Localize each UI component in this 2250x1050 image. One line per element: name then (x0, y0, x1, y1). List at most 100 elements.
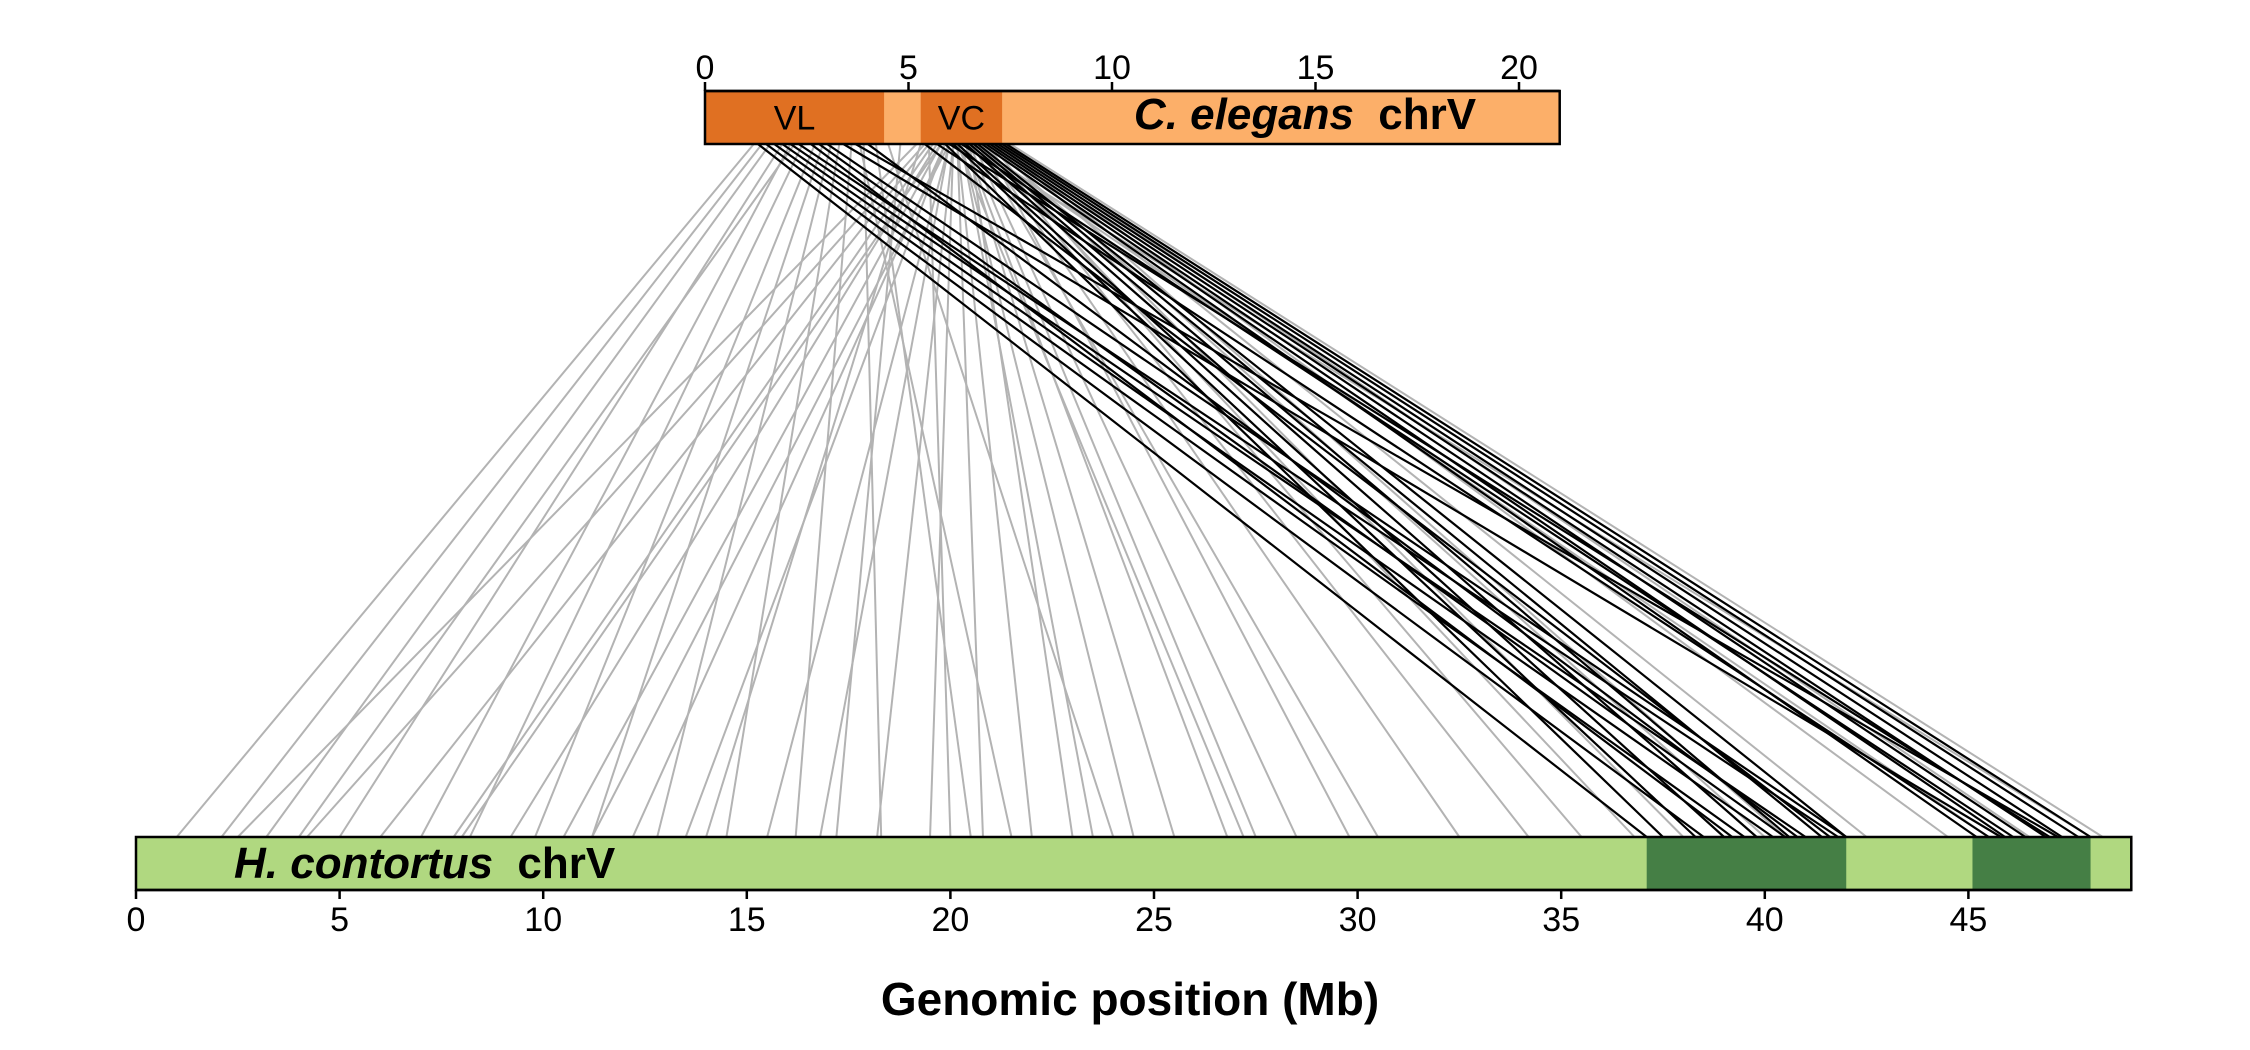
synteny-link (981, 143, 1636, 838)
x-axis-label: Genomic position (Mb) (881, 973, 1379, 1025)
synteny-link (993, 143, 1685, 838)
bottom-chromosome-label: H. contortus chrV (234, 839, 616, 888)
synteny-link (956, 143, 1725, 838)
synteny-link (797, 143, 1839, 838)
synteny-link (989, 143, 2027, 838)
top-chromosome-regions: VL VC (705, 91, 1003, 144)
top-axis-ticks: 0 5 10 15 20 (696, 49, 1538, 91)
synteny-link (964, 143, 1758, 838)
synteny-link (948, 143, 2051, 838)
synteny-link (452, 143, 934, 838)
synteny-link (765, 143, 1705, 838)
bottom-axis-ticks: 0 5 10 15 20 25 30 35 40 45 (127, 890, 1987, 939)
synteny-link (976, 143, 1379, 838)
synteny-link (887, 143, 1115, 838)
synteny-link (818, 143, 1786, 838)
synteny-link (929, 143, 955, 838)
top-region-1 (705, 91, 885, 144)
synteny-link (858, 143, 1013, 838)
top-chrom-name: chrV (1378, 90, 1476, 139)
synteny-link (379, 143, 930, 838)
synteny-link (1001, 143, 1949, 838)
synteny-link (781, 143, 1774, 838)
synteny-link (936, 143, 1990, 838)
synteny-link (924, 143, 1831, 838)
synteny-link (237, 143, 918, 838)
synteny-link (874, 143, 972, 838)
synteny-link (977, 143, 1847, 838)
synteny-link (810, 143, 1733, 838)
synteny-link (631, 143, 947, 838)
bottom-region-1 (1646, 837, 1847, 890)
bottom-tick-label-10: 10 (524, 901, 562, 939)
top-region-label-vc: VC (938, 100, 985, 138)
synteny-link (956, 143, 1245, 838)
synteny-link (980, 143, 1461, 838)
synteny-link (789, 143, 1807, 838)
top-tick-label-5: 5 (899, 49, 918, 87)
bottom-species-name: H. contortus (234, 839, 493, 888)
synteny-link (968, 143, 1790, 838)
synteny-link (1005, 143, 2092, 838)
synteny-link (562, 143, 942, 838)
synteny-link (964, 143, 1176, 838)
link-series-2 (757, 143, 2092, 838)
synteny-links (175, 143, 2104, 838)
synteny-link (826, 143, 1847, 838)
synteny-link (460, 143, 942, 838)
bottom-tick-label-5: 5 (330, 901, 349, 939)
bottom-region-2 (1972, 837, 2091, 890)
top-region-2 (920, 91, 1003, 144)
bottom-tick-label-25: 25 (1135, 901, 1173, 939)
synteny-link (819, 143, 951, 838)
synteny-link (757, 143, 1648, 838)
bottom-tick-label-45: 45 (1949, 901, 1987, 939)
synteny-link (338, 143, 784, 838)
synteny-link (927, 143, 952, 838)
top-chromosome-label: C. elegans chrV (1134, 90, 1477, 139)
bottom-chromosome: 0 5 10 15 20 25 30 35 40 45 H. contortus chrV (127, 835, 2133, 939)
synteny-link (835, 143, 902, 838)
synteny-link (220, 143, 763, 838)
bottom-chrom-name: chrV (517, 839, 615, 888)
synteny-link (997, 143, 2063, 838)
synteny-link (973, 143, 1990, 838)
synteny-link (420, 143, 792, 838)
bottom-tick-label-35: 35 (1542, 901, 1580, 939)
synteny-link (298, 143, 796, 838)
synteny-link (469, 143, 804, 838)
synteny-link (1001, 143, 2079, 838)
top-tick-label-0: 0 (696, 49, 715, 87)
synteny-link (591, 143, 951, 838)
synteny-link (989, 143, 1583, 838)
bottom-tick-label-15: 15 (728, 901, 766, 939)
synteny-link (997, 143, 1868, 838)
synteny-link (981, 143, 1978, 838)
top-species-name: C. elegans (1134, 90, 1354, 139)
top-region-label-vl: VL (774, 100, 816, 138)
synteny-link (960, 143, 2014, 838)
bottom-tick-label-0: 0 (127, 901, 146, 939)
synteny-link (984, 143, 1351, 838)
synteny-link (876, 143, 955, 838)
synteny-link (509, 143, 938, 838)
top-tick-label-15: 15 (1297, 49, 1335, 87)
synteny-link (960, 143, 1094, 838)
synteny-link (956, 143, 984, 838)
synteny-link (964, 143, 2092, 838)
top-tick-label-10: 10 (1093, 49, 1131, 87)
bottom-chromosome-regions (1646, 837, 2091, 890)
synteny-link (944, 143, 1664, 838)
synteny-link (968, 143, 1257, 838)
synteny-link (867, 143, 1799, 838)
synteny-link (1009, 143, 2104, 838)
synteny-link (993, 143, 2047, 838)
synteny-link (175, 143, 755, 838)
synteny-link (766, 143, 951, 838)
top-tick-label-20: 20 (1500, 49, 1538, 87)
synteny-link (985, 143, 1530, 838)
synteny-link (968, 143, 1074, 838)
bottom-tick-label-40: 40 (1746, 901, 1784, 939)
synteny-link (952, 143, 1697, 838)
